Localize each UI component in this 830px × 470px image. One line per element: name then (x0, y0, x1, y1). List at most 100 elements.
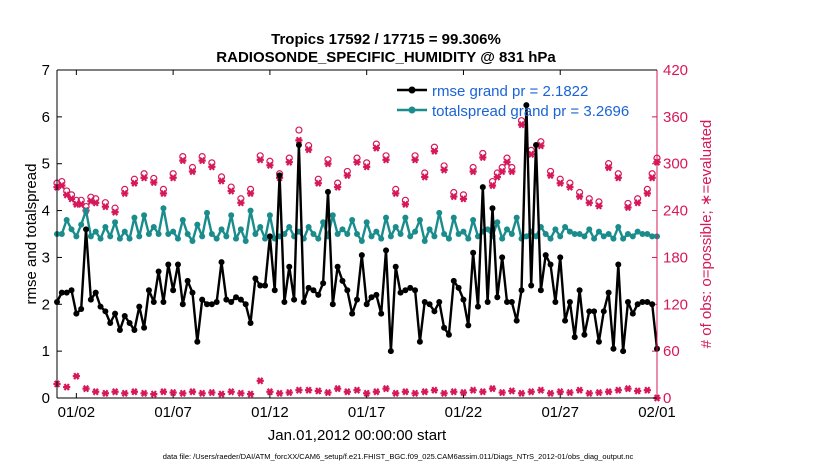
totalspread-point (213, 235, 220, 242)
low-count-marker (72, 372, 80, 380)
evaluated-count-marker (421, 173, 429, 181)
rmse-point (136, 303, 143, 310)
evaluated-count-marker (392, 189, 400, 198)
rmse-point (295, 141, 302, 148)
totalspread-point (208, 231, 215, 237)
totalspread-point (160, 205, 167, 212)
axis-ticks: 01/02 01/07 01/12 01/17 01/22 01/27 02/0101234… (42, 62, 688, 421)
y-tick-label-left: 6 (42, 109, 50, 126)
totalspread-point (620, 235, 627, 242)
totalspread-point (262, 235, 269, 242)
totalspread-point (237, 226, 244, 233)
y-tick-label-right: 0 (663, 390, 671, 407)
rmse-point (387, 348, 394, 355)
rmse-point (358, 252, 365, 259)
rmse-point (634, 301, 641, 308)
rmse-point (223, 296, 230, 303)
totalspread-point (116, 235, 123, 242)
totalspread-point (242, 238, 249, 245)
rmse-point (474, 303, 481, 310)
rmse-point (121, 313, 128, 319)
totalspread-point (358, 238, 365, 245)
totalspread-point (368, 233, 375, 240)
y-axis-label-right: # of obs: o=possible; ∗=evaluated (698, 120, 715, 349)
low-count-marker (372, 388, 380, 396)
low-count-marker (527, 388, 535, 396)
evaluated-count-marker (179, 156, 187, 165)
rmse-point (484, 298, 491, 305)
y-tick-label-right: 360 (663, 109, 688, 126)
rmse-point (58, 289, 65, 296)
rmse-point (276, 172, 283, 179)
totalspread-point (266, 212, 273, 219)
rmse-point (504, 298, 510, 305)
evaluated-count-marker (643, 189, 651, 198)
rmse-point (179, 301, 186, 308)
evaluated-count-marker (469, 167, 477, 176)
totalspread-point (586, 226, 593, 233)
rmse-point (639, 298, 646, 305)
totalspread-point (354, 231, 360, 237)
rmse-point (508, 298, 515, 305)
evaluated-count-marker (382, 156, 390, 164)
rmse-point (208, 301, 215, 308)
evaluated-count-marker (401, 200, 409, 209)
rmse-point (533, 141, 540, 148)
x-tick-label: 01/27 (541, 404, 579, 421)
low-count-marker (159, 388, 168, 396)
rmse-point (441, 324, 448, 331)
x-tick-label: 02/01 (638, 404, 676, 421)
evaluated-count-marker (546, 171, 555, 180)
low-count-marker (643, 386, 651, 394)
rmse-point (537, 287, 544, 294)
rmse-point (170, 287, 177, 294)
low-count-marker (188, 388, 197, 396)
low-count-marker (517, 389, 526, 398)
evaluated-count-marker (648, 174, 656, 182)
totalspread-point (571, 231, 578, 237)
rmse-point (595, 338, 602, 345)
rmse-point (262, 282, 269, 289)
y-tick-label-right: 180 (663, 249, 688, 266)
rmse-point (479, 184, 486, 191)
evaluated-count-marker (314, 179, 322, 187)
low-count-marker (343, 388, 351, 396)
low-count-marker (237, 389, 245, 398)
evaluated-count-marker (585, 199, 593, 207)
y-tick-label-right: 120 (663, 296, 688, 313)
evaluated-count-marker (430, 147, 439, 155)
totalspread-point (329, 212, 336, 219)
totalspread-point (194, 221, 201, 228)
low-count-marker (179, 389, 187, 398)
evaluated-count-marker (508, 167, 516, 176)
totalspread-point (639, 231, 646, 237)
legend-spread-marker (408, 106, 416, 114)
totalspread-point (320, 219, 327, 226)
totalspread-point (499, 235, 506, 242)
totalspread-point (591, 235, 598, 242)
rmse-point (649, 301, 656, 308)
evaluated-count-marker (77, 200, 85, 209)
legend-rmse-label: rmse grand pr = 2.1822 (432, 83, 588, 100)
rmse-point (266, 233, 273, 240)
rmse-point (165, 261, 172, 268)
totalspread-point (610, 235, 617, 242)
rmse-point (402, 287, 409, 294)
evaluated-count-marker (256, 156, 264, 164)
low-count-marker (537, 386, 545, 394)
totalspread-point (247, 207, 254, 214)
low-count-marker (430, 386, 439, 394)
low-count-marker (614, 386, 622, 394)
rmse-point (605, 289, 612, 296)
evaluated-count-marker (575, 192, 584, 201)
rmse-point (315, 291, 322, 298)
count-markers (53, 117, 661, 402)
totalspread-point (204, 209, 210, 216)
totalspread-point (383, 214, 390, 221)
evaluated-count-marker (334, 183, 342, 191)
evaluated-count-marker (67, 195, 76, 203)
totalspread-point (174, 235, 181, 242)
totalspread-point (286, 223, 293, 230)
totalspread-point (339, 226, 346, 233)
rmse-point (523, 102, 530, 109)
